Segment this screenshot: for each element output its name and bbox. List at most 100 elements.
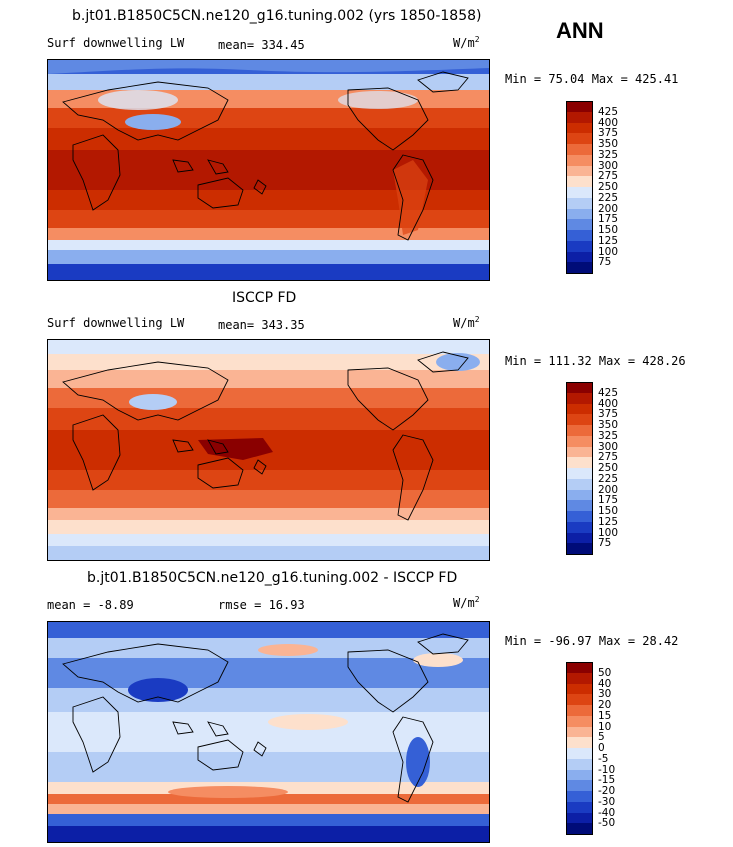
colorbar-tick-label: 375: [598, 408, 619, 421]
colorbar-swatch: [566, 457, 593, 469]
colorbar-swatch: [566, 500, 593, 512]
model-lw-field: [48, 60, 489, 280]
min-max-label: Min = -96.97 Max = 28.42: [505, 634, 679, 648]
colorbar-tick-label: 350: [598, 138, 619, 150]
colorbar-swatch: [566, 251, 593, 263]
difference-field: [48, 622, 489, 842]
colorbar-swatch: [566, 219, 593, 231]
colorbar-swatch: [566, 240, 593, 252]
colorbar-tick-label: 175: [598, 213, 619, 226]
colorbar-swatch: [566, 823, 593, 835]
colorbar-tick-label: 0: [598, 742, 605, 754]
colorbar-tick-label: 425: [598, 386, 619, 399]
colorbar-swatch: [566, 780, 593, 792]
colorbar-tick-label: 50: [598, 666, 612, 679]
panel-title: ISCCP FD: [232, 290, 297, 306]
colorbar-tick-label: 300: [598, 440, 619, 453]
units-label: W/m2: [453, 595, 480, 610]
colorbar-tick-label: -5: [598, 752, 609, 765]
colorbar-swatch: [566, 511, 593, 523]
colorbar-tick-label: 20: [598, 699, 612, 711]
colorbar-swatch: [566, 154, 593, 166]
colorbar-tick-label: 400: [598, 397, 619, 410]
colorbar-tick-label: 375: [598, 127, 619, 140]
colorbar-swatch: [566, 176, 593, 188]
colorbar-swatch: [566, 111, 593, 123]
rmse-label: rmse = 16.93: [218, 598, 305, 612]
colorbar-swatch: [566, 414, 593, 426]
mean-label: mean= 343.35: [218, 318, 305, 332]
colorbar-swatch: [566, 165, 593, 177]
colorbar-tick-label: -15: [598, 774, 616, 787]
colorbar-swatch: [566, 382, 593, 394]
colorbar-swatch: [566, 187, 593, 199]
colorbar-tick-label: 225: [598, 191, 619, 204]
season-label: ANN: [556, 18, 604, 43]
colorbar-tick-label: 250: [598, 181, 619, 193]
colorbar-swatch: [566, 478, 593, 490]
colorbar-swatch: [566, 726, 593, 738]
colorbar-swatch: [566, 543, 593, 555]
colorbar-tick-label: 100: [598, 245, 619, 258]
colorbar-swatch: [566, 197, 593, 209]
colorbar-tick-label: 175: [598, 494, 619, 507]
min-max-label: Min = 111.32 Max = 428.26: [505, 354, 686, 368]
units-label: W/m2: [453, 35, 480, 50]
colorbar-swatch: [566, 122, 593, 134]
map-plot: [47, 59, 490, 281]
colorbar-swatch: [566, 532, 593, 544]
colorbar-swatch: [566, 769, 593, 781]
colorbar-swatch: [566, 694, 593, 706]
colorbar-tick-label: 10: [598, 720, 612, 733]
mean-label: mean = -8.89: [47, 598, 134, 612]
colorbar-tick-label: 75: [598, 256, 612, 269]
colorbar-swatch: [566, 101, 593, 113]
colorbar-swatch: [566, 392, 593, 404]
colorbar-swatch: [566, 468, 593, 480]
colorbar-tick-label: 125: [598, 515, 619, 528]
colorbar-swatch: [566, 425, 593, 437]
colorbar-tick-label: 425: [598, 105, 619, 118]
colorbar-tick-label: 40: [598, 677, 612, 690]
min-max-label: Min = 75.04 Max = 425.41: [505, 72, 679, 86]
colorbar-swatch: [566, 403, 593, 415]
units-label: W/m2: [453, 315, 480, 330]
colorbar-tick-label: -50: [598, 817, 616, 830]
colorbar-swatch: [566, 230, 593, 242]
colorbar-tick-label: 225: [598, 472, 619, 485]
colorbar-tick-label: 150: [598, 505, 619, 517]
mean-label: mean= 334.45: [218, 38, 305, 52]
colorbar-tick-label: -20: [598, 785, 616, 797]
colorbar-tick-label: 300: [598, 159, 619, 172]
colorbar-tick-label: 15: [598, 709, 612, 722]
variable-label: Surf downwelling LW: [47, 36, 185, 50]
colorbar-swatch: [566, 758, 593, 770]
panel-title: b.jt01.B1850C5CN.ne120_g16.tuning.002 - …: [87, 570, 458, 586]
colorbar-tick-label: 325: [598, 429, 619, 442]
colorbar-swatch: [566, 662, 593, 674]
colorbar-swatch: [566, 715, 593, 727]
colorbar: 425 400 375 350 325 300 275 250 225 200 175 150 125 1…: [566, 101, 626, 274]
colorbar-tick-label: 200: [598, 483, 619, 496]
colorbar-swatch: [566, 133, 593, 145]
colorbar-swatch: [566, 672, 593, 684]
colorbar-tick-label: 5: [598, 731, 605, 744]
variable-label: Surf downwelling LW: [47, 316, 185, 330]
panel-title: b.jt01.B1850C5CN.ne120_g16.tuning.002 (y…: [72, 8, 482, 24]
colorbar-tick-label: -40: [598, 806, 616, 819]
colorbar: 50 40 30 20 15 10 5 0 -5 -10 -15 -20 -30 -40 -50: [566, 662, 626, 835]
colorbar-tick-label: -30: [598, 795, 616, 808]
colorbar-tick-label: 125: [598, 234, 619, 247]
colorbar-swatch: [566, 435, 593, 447]
map-plot: [47, 339, 490, 561]
colorbar-tick-label: 350: [598, 419, 619, 431]
colorbar-swatch: [566, 489, 593, 501]
colorbar-tick-label: 150: [598, 224, 619, 236]
colorbar-tick-label: 75: [598, 537, 612, 550]
colorbar-swatch: [566, 737, 593, 749]
colorbar: 425 400 375 350 325 300 275 250 225 200 175 150 125 1…: [566, 382, 626, 555]
colorbar-tick-label: 275: [598, 451, 619, 464]
colorbar-swatch: [566, 144, 593, 156]
colorbar-tick-label: 325: [598, 148, 619, 161]
colorbar-swatch: [566, 791, 593, 803]
